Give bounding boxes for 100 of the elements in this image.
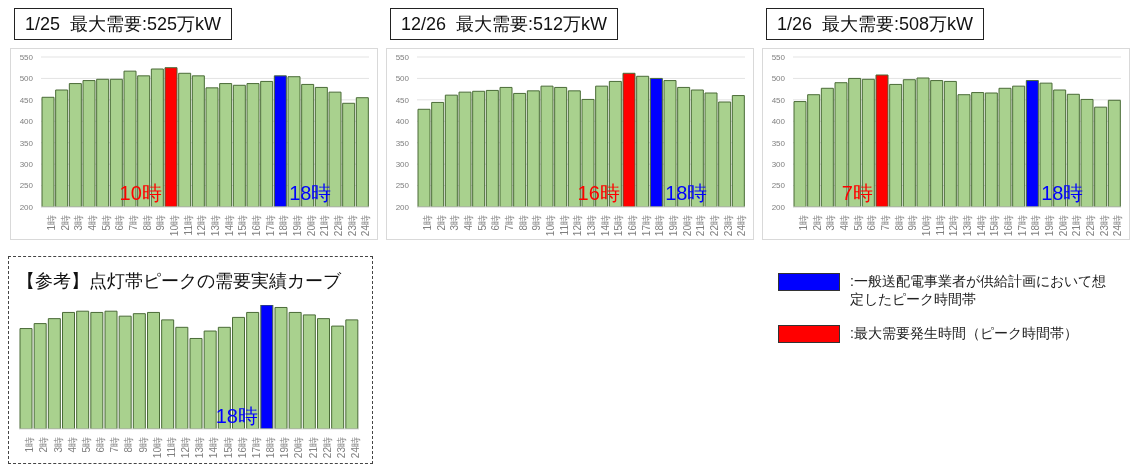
x-tick-label: 23時 xyxy=(1098,215,1110,237)
x-tick-label: 2時 xyxy=(59,215,71,231)
y-tick-label: 550 xyxy=(395,52,410,62)
x-tick-label: 14時 xyxy=(599,215,611,237)
category-label: :一般送配電事業者が供給計画において想定したピーク時間帯 xyxy=(850,273,1107,309)
x-tick-label: 18時 xyxy=(654,215,666,237)
x-tick-label: 7時 xyxy=(127,215,139,231)
x-tick-label: 18時 xyxy=(278,215,290,237)
y-tick-label: 300 xyxy=(771,159,786,169)
annotation: 18時 xyxy=(1041,182,1084,205)
x-tick-label: 15時 xyxy=(989,215,1001,237)
x-tick-label: 22時 xyxy=(321,437,333,459)
x-tick-label: 11時 xyxy=(182,215,194,236)
x-tick-label: 13時 xyxy=(585,215,597,237)
annotation: 10時 xyxy=(119,182,162,205)
x-tick-label: 4時 xyxy=(86,215,98,231)
x-tick-label: 9時 xyxy=(907,215,919,231)
y-tick-label: 300 xyxy=(19,159,34,169)
x-tick-label: 23時 xyxy=(346,215,358,237)
x-tick-label: 5時 xyxy=(852,215,864,231)
y-tick-label: 250 xyxy=(771,181,786,191)
x-tick-label: 13時 xyxy=(194,437,206,459)
x-tick-label: 8時 xyxy=(141,215,153,231)
x-tick-label: 2時 xyxy=(38,437,50,453)
y-tick-label: 200 xyxy=(771,202,786,212)
x-tick-label: 24時 xyxy=(360,215,372,237)
x-tick-label: 22時 xyxy=(708,215,720,237)
x-tick-label: 3時 xyxy=(52,437,64,453)
x-tick-label: 11時 xyxy=(558,215,570,236)
chart-title: 12/26 最大需要:512万kW xyxy=(390,8,619,40)
x-tick-label: 21時 xyxy=(1071,215,1083,237)
x-tick-label: 5時 xyxy=(80,437,92,453)
y-tick-label: 400 xyxy=(395,117,410,127)
x-tick-label: 14時 xyxy=(975,215,987,237)
x-tick-label: 6時 xyxy=(114,215,126,231)
x-tick-label: 24時 xyxy=(1112,215,1124,237)
y-tick-label: 550 xyxy=(771,52,786,62)
y-tick-label: 250 xyxy=(19,181,34,191)
annotation: 7時 xyxy=(841,182,873,205)
x-tick-label: 15時 xyxy=(237,215,249,237)
x-tick-label: 11時 xyxy=(934,215,946,236)
x-tick-label: 4時 xyxy=(838,215,850,231)
y-tick-label: 350 xyxy=(771,138,786,148)
x-tick-label: 7時 xyxy=(109,437,121,453)
x-tick-label: 23時 xyxy=(335,437,347,459)
x-tick-label: 20時 xyxy=(1057,215,1069,237)
y-tick-label: 350 xyxy=(19,138,34,148)
y-tick-label: 450 xyxy=(771,95,786,105)
y-tick-label: 400 xyxy=(771,117,786,127)
x-tick-label: 14時 xyxy=(208,437,220,459)
x-tick-label: 17時 xyxy=(264,215,276,237)
x-tick-label: 19時 xyxy=(279,437,291,459)
chart-title: 1/26 最大需要:508万kW xyxy=(766,8,985,40)
x-tick-label: 7時 xyxy=(879,215,891,231)
y-tick-label: 500 xyxy=(771,74,786,84)
y-tick-label: 300 xyxy=(395,159,410,169)
x-tick-label: 22時 xyxy=(332,215,344,237)
x-tick-label: 13時 xyxy=(209,215,221,237)
x-tick-label: 3時 xyxy=(73,215,85,231)
annotation: 16時 xyxy=(577,182,620,205)
x-tick-label: 11時 xyxy=(165,437,177,458)
x-tick-label: 17時 xyxy=(250,437,262,459)
x-tick-label: 4時 xyxy=(462,215,474,231)
x-tick-label: 21時 xyxy=(319,215,331,237)
x-tick-label: 18時 xyxy=(265,437,277,459)
x-tick-label: 1時 xyxy=(24,437,36,453)
x-tick-label: 22時 xyxy=(1084,215,1096,237)
y-tick-label: 200 xyxy=(19,202,34,212)
y-tick-label: 550 xyxy=(19,52,34,62)
x-tick-label: 20時 xyxy=(305,215,317,237)
x-tick-label: 7時 xyxy=(503,215,515,231)
x-tick-label: 12時 xyxy=(180,437,192,459)
x-tick-label: 6時 xyxy=(490,215,502,231)
x-tick-label: 16時 xyxy=(1002,215,1014,237)
x-tick-label: 21時 xyxy=(307,437,319,459)
x-tick-label: 19時 xyxy=(291,215,303,237)
x-tick-label: 19時 xyxy=(1043,215,1055,237)
x-tick-label: 18時 xyxy=(1030,215,1042,237)
y-tick-label: 450 xyxy=(19,95,34,105)
x-tick-label: 10時 xyxy=(168,215,180,237)
x-tick-label: 24時 xyxy=(736,215,748,237)
x-tick-label: 17時 xyxy=(1016,215,1028,237)
y-tick-label: 250 xyxy=(395,181,410,191)
x-tick-label: 5時 xyxy=(476,215,488,231)
annotation: 18時 xyxy=(215,405,258,428)
chart-title: 1/25 最大需要:525万kW xyxy=(14,8,233,40)
x-tick-label: 8時 xyxy=(893,215,905,231)
x-tick-label: 8時 xyxy=(123,437,135,453)
x-tick-label: 20時 xyxy=(293,437,305,459)
y-tick-label: 500 xyxy=(395,74,410,84)
category-label: :最大需要発生時間（ピーク時間帯） xyxy=(850,325,1079,343)
x-tick-label: 10時 xyxy=(544,215,556,237)
x-tick-label: 3時 xyxy=(825,215,837,231)
x-tick-label: 9時 xyxy=(531,215,543,231)
x-tick-label: 2時 xyxy=(435,215,447,231)
x-tick-label: 10時 xyxy=(151,437,163,459)
x-tick-label: 2時 xyxy=(811,215,823,231)
x-tick-label: 21時 xyxy=(695,215,707,237)
x-tick-label: 3時 xyxy=(449,215,461,231)
x-tick-label: 15時 xyxy=(222,437,234,459)
